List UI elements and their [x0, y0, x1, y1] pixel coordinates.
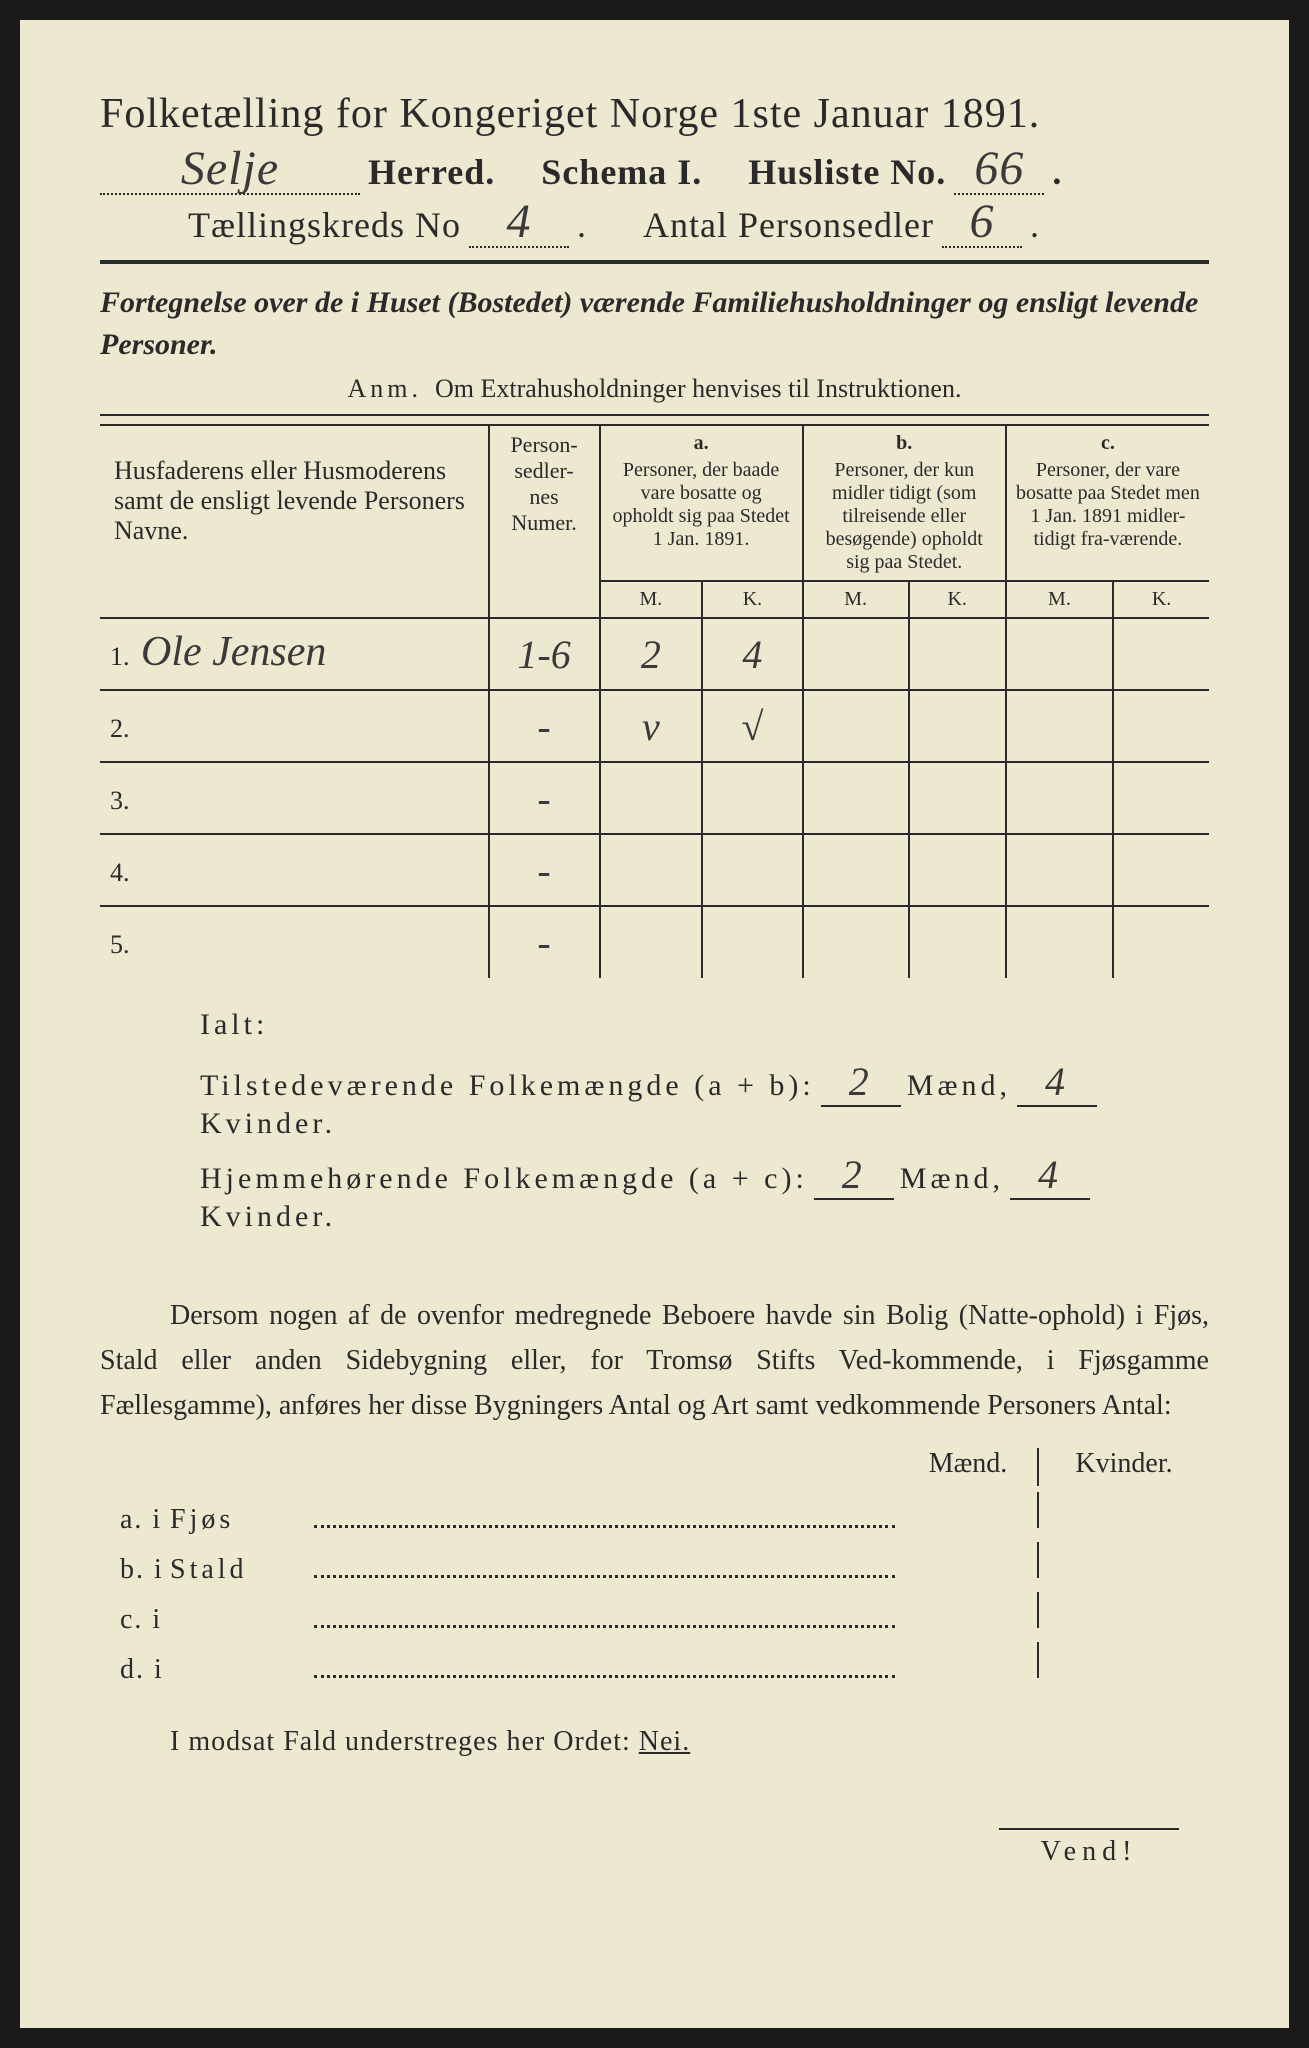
- a-m-cell: [600, 906, 703, 978]
- col-name-header: Husfaderens eller Husmoderens samt de en…: [100, 425, 489, 618]
- table-row: 1. Ole Jensen 1-6 2 4: [100, 618, 1209, 690]
- personsedler-label: Antal Personsedler: [643, 204, 934, 246]
- b-k-cell: [909, 762, 1006, 834]
- a-k-cell: √: [702, 690, 803, 762]
- col-b-header: b. Personer, der kun midler tidigt (som …: [803, 425, 1006, 581]
- header-line-3: Tællingskreds No 4 . Antal Personsedler …: [100, 203, 1209, 248]
- building-row: a. i Fjøs: [100, 1492, 1209, 1536]
- b-m-cell: [803, 834, 909, 906]
- num-cell: -: [489, 834, 600, 906]
- buildings-block: Mænd. Kvinder. a. i Fjøs b. i Stald c. i…: [100, 1448, 1209, 1686]
- b-k-cell: [909, 906, 1006, 978]
- num-cell: -: [489, 690, 600, 762]
- b-k-cell: [909, 690, 1006, 762]
- b-k-cell: [909, 618, 1006, 690]
- buildings-header: Mænd. Kvinder.: [100, 1448, 1209, 1486]
- c-m-cell: [1006, 618, 1113, 690]
- name-cell: 5.: [100, 906, 489, 978]
- building-row: b. i Stald: [100, 1542, 1209, 1586]
- herred-value: Selje: [181, 142, 279, 195]
- building-row: d. i: [100, 1642, 1209, 1686]
- col-c-k: K.: [1113, 581, 1209, 618]
- name-cell: 1. Ole Jensen: [100, 618, 489, 690]
- modsat-line: I modsat Fald understreges her Ordet: Ne…: [170, 1726, 1209, 1758]
- name-cell: 3.: [100, 762, 489, 834]
- a-k-cell: [702, 834, 803, 906]
- c-k-cell: [1113, 906, 1209, 978]
- anm-note: Anm. Om Extrahusholdninger henvises til …: [100, 374, 1209, 404]
- kreds-value: 4: [507, 195, 532, 248]
- col-b-k: K.: [909, 581, 1006, 618]
- a-m-cell: v: [600, 690, 703, 762]
- herred-label: Herred.: [368, 151, 495, 193]
- husliste-value: 66: [974, 142, 1024, 195]
- b-m-cell: [803, 690, 909, 762]
- page-title: Folketælling for Kongeriget Norge 1ste J…: [100, 90, 1209, 138]
- census-form-page: Folketælling for Kongeriget Norge 1ste J…: [20, 20, 1289, 2028]
- b-m-cell: [803, 762, 909, 834]
- table-row: 2. - v √: [100, 690, 1209, 762]
- num-cell: -: [489, 762, 600, 834]
- a-k-cell: [702, 762, 803, 834]
- divider: [100, 260, 1209, 264]
- personsedler-value: 6: [969, 195, 994, 248]
- col-a-m: M.: [600, 581, 703, 618]
- col-num-header: Person- sedler- nes Numer.: [489, 425, 600, 618]
- dersom-paragraph: Dersom nogen af de ovenfor medregnede Be…: [100, 1294, 1209, 1428]
- husliste-label: Husliste No.: [748, 151, 946, 193]
- num-cell: 1-6: [489, 618, 600, 690]
- kreds-label: Tællingskreds No: [188, 204, 461, 246]
- c-m-cell: [1006, 762, 1113, 834]
- a-k-cell: [702, 906, 803, 978]
- subtitle: Fortegnelse over de i Huset (Bostedet) v…: [100, 282, 1209, 366]
- present-population-line: Tilstedeværende Folkemængde (a + b): 2 M…: [200, 1058, 1209, 1141]
- b-m-cell: [803, 906, 909, 978]
- table-row: 3. -: [100, 762, 1209, 834]
- num-cell: -: [489, 906, 600, 978]
- b-m-cell: [803, 618, 909, 690]
- col-c-m: M.: [1006, 581, 1113, 618]
- c-k-cell: [1113, 690, 1209, 762]
- c-m-cell: [1006, 834, 1113, 906]
- divider: [100, 414, 1209, 416]
- table-row: 4. -: [100, 834, 1209, 906]
- household-table: Husfaderens eller Husmoderens samt de en…: [100, 424, 1209, 978]
- a-m-cell: [600, 762, 703, 834]
- ialt-title: Ialt:: [200, 1008, 1209, 1042]
- a-k-cell: 4: [702, 618, 803, 690]
- a-m-cell: [600, 834, 703, 906]
- name-cell: 4.: [100, 834, 489, 906]
- vend-footer: Vend!: [100, 1828, 1179, 1868]
- col-a-header: a. Personer, der baade vare bosatte og o…: [600, 425, 803, 581]
- col-c-header: c. Personer, der vare bosatte paa Stedet…: [1006, 425, 1209, 581]
- col-a-k: K.: [702, 581, 803, 618]
- c-k-cell: [1113, 834, 1209, 906]
- header-line-2: Selje Herred. Schema I. Husliste No. 66 …: [100, 150, 1209, 195]
- a-m-cell: 2: [600, 618, 703, 690]
- c-k-cell: [1113, 618, 1209, 690]
- b-k-cell: [909, 834, 1006, 906]
- c-m-cell: [1006, 690, 1113, 762]
- name-cell: 2.: [100, 690, 489, 762]
- c-m-cell: [1006, 906, 1113, 978]
- building-row: c. i: [100, 1592, 1209, 1636]
- schema-label: Schema I.: [541, 151, 702, 193]
- col-b-m: M.: [803, 581, 909, 618]
- resident-population-line: Hjemmehørende Folkemængde (a + c): 2 Mæn…: [200, 1151, 1209, 1234]
- table-row: 5. -: [100, 906, 1209, 978]
- c-k-cell: [1113, 762, 1209, 834]
- totals-section: Ialt: Tilstedeværende Folkemængde (a + b…: [200, 1008, 1209, 1234]
